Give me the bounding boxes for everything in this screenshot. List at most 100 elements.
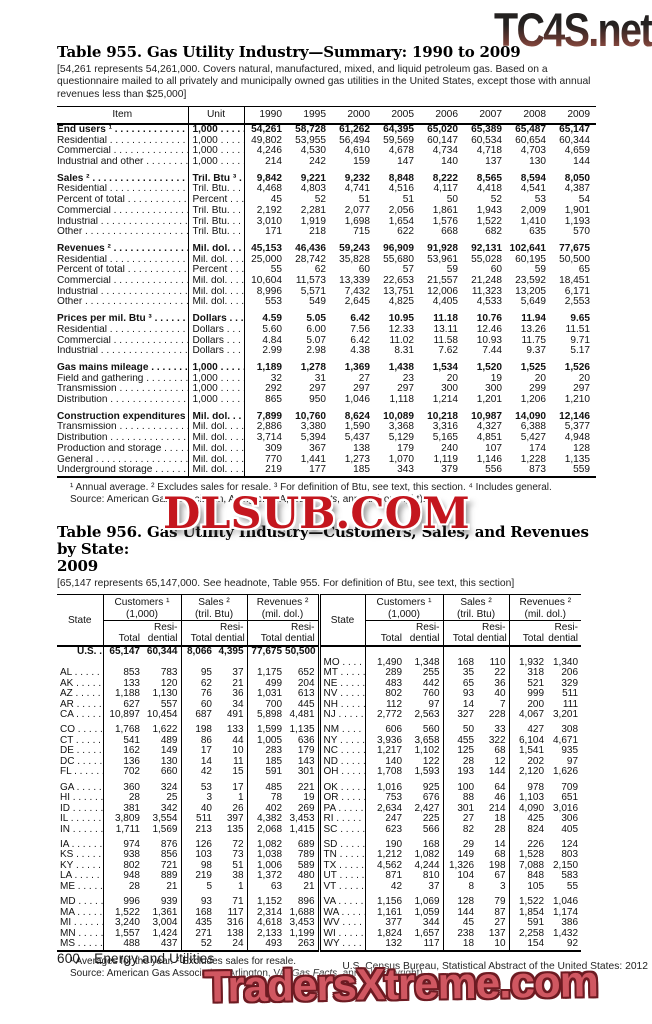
value-cell: 8,066: [186, 646, 212, 658]
value-cell: 4,825: [388, 296, 414, 308]
value-cell: 4,803: [300, 183, 326, 195]
value-cell: 1,118: [389, 394, 414, 406]
value-cell: 218: [309, 226, 326, 238]
value-cell: 5.05: [306, 313, 326, 325]
value-cell: 20: [534, 372, 546, 384]
table-row: Underground storageMil. dol. 219 177 185 343…: [57, 465, 596, 477]
item-cell: Production and storage: [57, 443, 189, 455]
state-cell: [57, 777, 104, 783]
state-cell: AL: [57, 668, 104, 679]
value-cell: 185: [353, 464, 370, 476]
value-cell: 14: [462, 698, 475, 710]
value-cell: 62: [200, 677, 212, 689]
group-unit: (1,000): [126, 608, 158, 620]
state-cell: [319, 646, 366, 658]
unit-cell: 1,000: [188, 373, 245, 385]
value-cell: 154: [527, 938, 545, 950]
value-cell: 1,654: [388, 215, 414, 227]
value-cell: 2,150: [553, 859, 579, 871]
value-cell: 55,028: [471, 253, 502, 265]
value-cell: 865: [265, 394, 282, 406]
table955-footnotes: ¹ Annual average. ² Excludes sales for r…: [70, 481, 552, 493]
value-cell: [285, 777, 321, 783]
value-cell: 4,481: [285, 709, 321, 721]
value-cell: 60,654: [515, 134, 546, 146]
value-cell: 589: [285, 860, 321, 872]
value-cell: 110: [477, 657, 510, 669]
value-cell: 1,161: [376, 906, 403, 918]
group-label: Customers ¹: [376, 597, 432, 609]
value-cell: 168: [405, 839, 444, 851]
value-cell: 55: [566, 880, 579, 892]
value-cell: 20: [446, 372, 458, 384]
group-label: Sales ²: [198, 597, 230, 609]
value-cell: 11.02: [389, 334, 414, 346]
value-cell: 140: [385, 755, 403, 767]
value-cell: 1,541: [519, 745, 545, 757]
value-cell: 1,059: [405, 907, 444, 919]
value-cell: 12,006: [427, 285, 458, 297]
value-cell: 18: [477, 813, 510, 825]
value-cell: 2,281: [300, 204, 326, 216]
value-cell: 117: [215, 907, 248, 919]
value-cell: 64,395: [383, 123, 414, 135]
value-cell: 709: [561, 781, 579, 793]
table-row: OtherMil. dol. 553 549 2,645 4,825 4,405 4,533…: [57, 296, 596, 309]
value-cell: 511: [196, 813, 212, 825]
state-col-header: State: [57, 594, 104, 648]
value-cell: 324: [143, 782, 182, 794]
census-source: U.S. Census Bureau, Statistical Abstract…: [342, 961, 648, 972]
value-cell: [477, 777, 510, 783]
item-cell: Transmission: [57, 422, 189, 434]
value-cell: 2,563: [405, 709, 444, 721]
unit-cell: Mil. dol.: [188, 254, 245, 266]
value-cell: 1,069: [405, 896, 444, 908]
value-cell: 6,104: [519, 734, 545, 746]
state-cell: CO: [57, 725, 104, 736]
value-cell: 24: [215, 938, 248, 951]
value-cell: 5,437: [344, 432, 370, 444]
value-cell: 55: [270, 264, 282, 276]
value-cell: 14,090: [515, 410, 546, 422]
value-cell: 54: [578, 194, 590, 206]
group-sales: Sales ² (tril. Btu): [181, 594, 248, 622]
value-cell: 5,427: [520, 432, 546, 444]
value-cell: 1,522: [519, 896, 545, 908]
value-cell: 1,441: [300, 453, 326, 465]
value-cell: 309: [265, 442, 282, 454]
state-cell: VT: [319, 881, 366, 893]
value-cell: 2.99: [262, 345, 282, 357]
table956-source: Source: American Gas Association, Arling…: [57, 968, 597, 980]
value-cell: [405, 892, 444, 898]
state-cell: AK: [57, 678, 104, 690]
value-cell: 925: [405, 782, 444, 794]
value-cell: 112: [386, 698, 403, 710]
value-cell: 159: [353, 156, 370, 167]
value-cell: 939: [143, 896, 182, 908]
group-revenues: Revenues ² (mil. dol.): [509, 594, 582, 622]
unit-cell: Mil. dol.: [188, 243, 245, 255]
table955-source: Source: American Gas Association, Arling…: [57, 494, 597, 506]
value-cell: 13,751: [383, 285, 414, 297]
col-header-2009: 2009: [552, 106, 596, 125]
value-cell: 219: [265, 464, 282, 476]
value-cell: 4.38: [350, 345, 370, 357]
value-cell: 102,641: [509, 242, 547, 254]
value-cell: 271: [195, 927, 212, 939]
value-cell: 53: [534, 194, 546, 206]
value-cell: 135: [215, 824, 248, 835]
value-cell: 111: [562, 698, 579, 710]
table955-title: Table 955. Gas Utility Industry—Summary:…: [57, 43, 521, 61]
value-cell: 1,901: [564, 204, 590, 216]
table-row: End users ¹1,000 54,261 58,728 61,262 64,395…: [57, 123, 596, 136]
item-cell: Construction expenditures ⁴: [57, 411, 189, 423]
value-cell: 60,344: [143, 646, 182, 658]
group-unit: (mil. dol.): [524, 608, 567, 620]
table-row: Prices per mil. Btu ³Dollars 4.59 5.05 6.42…: [57, 313, 596, 325]
value-cell: [405, 834, 444, 840]
